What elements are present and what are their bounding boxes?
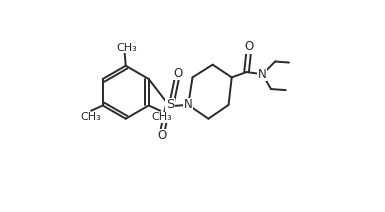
Text: O: O xyxy=(173,67,182,80)
Text: O: O xyxy=(157,129,166,142)
Text: S: S xyxy=(166,98,174,112)
Text: CH₃: CH₃ xyxy=(81,112,102,122)
Text: CH₃: CH₃ xyxy=(151,112,172,122)
Text: CH₃: CH₃ xyxy=(116,43,137,53)
Text: O: O xyxy=(244,40,253,53)
Text: N: N xyxy=(258,68,267,81)
Text: N: N xyxy=(184,98,192,112)
